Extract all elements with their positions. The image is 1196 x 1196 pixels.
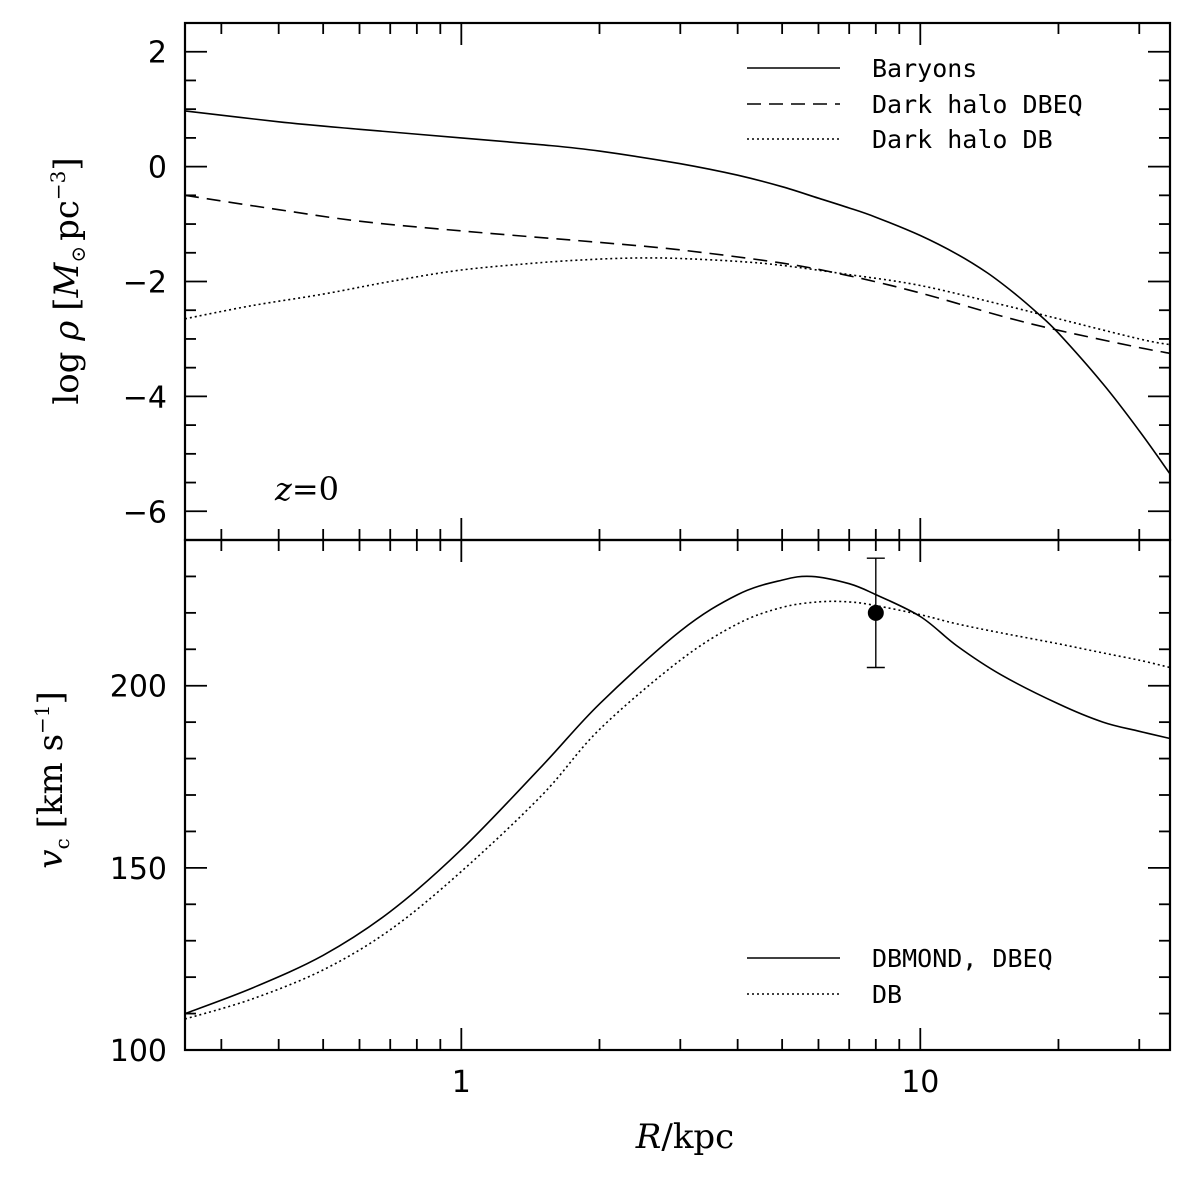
top-ytick-label: 2 xyxy=(148,36,167,71)
x-axis-label: R/kpc xyxy=(635,1117,734,1157)
redshift-value: =0 xyxy=(292,470,339,508)
legend-label-dark-halo-dbeq: Dark halo DBEQ xyxy=(872,90,1083,119)
xlabel-r: R xyxy=(635,1117,662,1157)
redshift-annotation: z=0 xyxy=(274,470,339,508)
bottom-curves xyxy=(184,575,1171,1020)
bottom-panel: 100 150 200 1 10 vc [km s−1] R/kpc DBMOND, DB… xyxy=(30,538,1172,1157)
bottom-legend: DBMOND, DBEQ DB xyxy=(747,944,1053,1009)
xlabel-unit: /kpc xyxy=(661,1117,734,1157)
top-legend: Baryons Dark halo DBEQ Dark halo DB xyxy=(747,54,1083,154)
bottom-ylabel-exponent: −1 xyxy=(30,704,54,733)
legend-label-db: DB xyxy=(872,980,902,1009)
data-point-with-error-bar xyxy=(866,557,885,669)
bottom-ytick-label: 100 xyxy=(110,1034,167,1069)
legend-label-dbmond-dbeq: DBMOND, DBEQ xyxy=(872,944,1053,973)
bottom-ylabel-close-bracket: ] xyxy=(31,691,71,704)
bottom-ytick-label: 200 xyxy=(110,670,167,705)
top-ticks: −6 −4 −2 0 2 xyxy=(123,23,1170,540)
top-ylabel-open-bracket: [ xyxy=(47,297,87,310)
top-ylabel-log: log xyxy=(47,341,87,405)
bottom-ylabel-unit: km s xyxy=(31,734,71,815)
bottom-series-db xyxy=(184,600,1171,1020)
observed-data-point xyxy=(867,604,884,621)
top-ylabel-unit: pc xyxy=(47,200,87,241)
bottom-ticks: 100 150 200 1 10 xyxy=(110,540,1170,1100)
top-ylabel-close-bracket: ] xyxy=(47,157,87,170)
top-ytick-label: −2 xyxy=(123,266,167,301)
top-ylabel-sun: ⊙ xyxy=(66,246,90,263)
top-ylabel-mass: M xyxy=(47,261,87,298)
legend-label-baryons: Baryons xyxy=(872,54,977,83)
bottom-ylabel-sub: c xyxy=(50,838,74,849)
bottom-ylabel-open-bracket: [ xyxy=(31,815,71,828)
top-ylabel-exponent: −3 xyxy=(46,171,70,200)
bottom-ytick-label: 150 xyxy=(110,852,167,887)
top-series-dark-halo-dbeq xyxy=(184,194,1171,355)
redshift-z: z xyxy=(274,470,293,508)
top-ytick-label: −6 xyxy=(123,495,167,530)
legend-label-dark-halo-db: Dark halo DB xyxy=(872,125,1053,154)
bottom-ylabel-v: v xyxy=(31,850,71,869)
top-y-axis-label: log ρ [M⊙ pc−3] xyxy=(46,157,90,404)
top-ytick-label: −4 xyxy=(123,380,167,415)
xtick-label: 10 xyxy=(901,1065,939,1100)
xtick-label: 1 xyxy=(452,1065,471,1100)
top-panel: −6 −4 −2 0 2 log ρ [M⊙ pc−3] z=0 Baryons Dark … xyxy=(46,21,1172,542)
top-series-dark-halo-db xyxy=(184,257,1171,346)
top-ylabel-rho: ρ xyxy=(47,321,87,342)
top-curves xyxy=(184,110,1171,475)
bottom-y-axis-label: vc [km s−1] xyxy=(30,691,74,869)
top-series-baryons xyxy=(184,110,1171,475)
bottom-panel-frame xyxy=(183,538,1172,1052)
bottom-series-dbmond-dbeq xyxy=(184,575,1171,1015)
top-ytick-label: 0 xyxy=(148,151,167,186)
